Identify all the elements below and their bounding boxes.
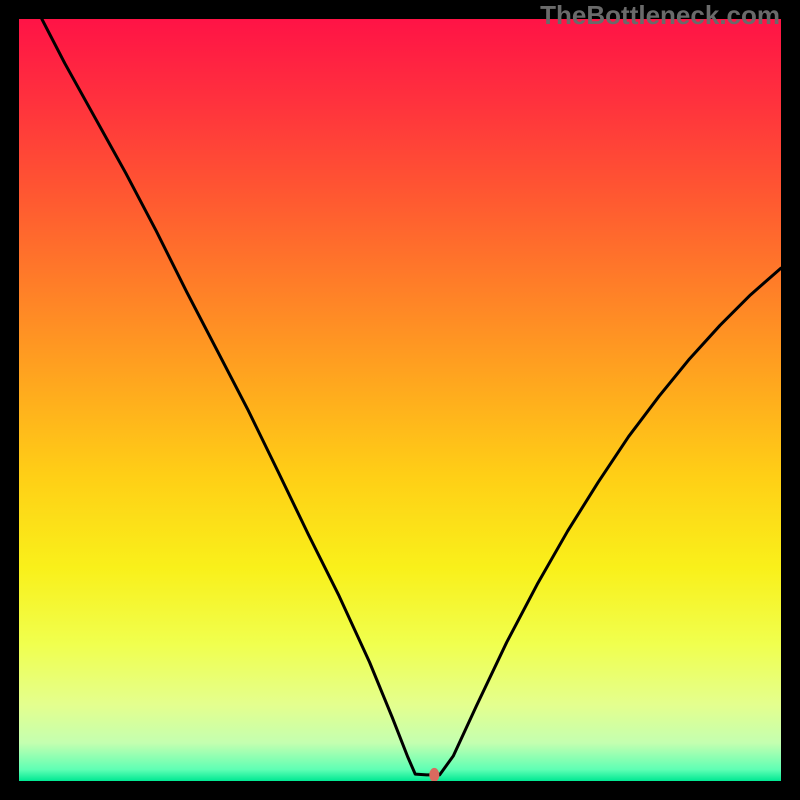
- plot-area: [19, 19, 781, 781]
- plot-svg: [19, 19, 781, 781]
- gradient-background: [19, 19, 781, 781]
- watermark-text: TheBottleneck.com: [540, 0, 780, 31]
